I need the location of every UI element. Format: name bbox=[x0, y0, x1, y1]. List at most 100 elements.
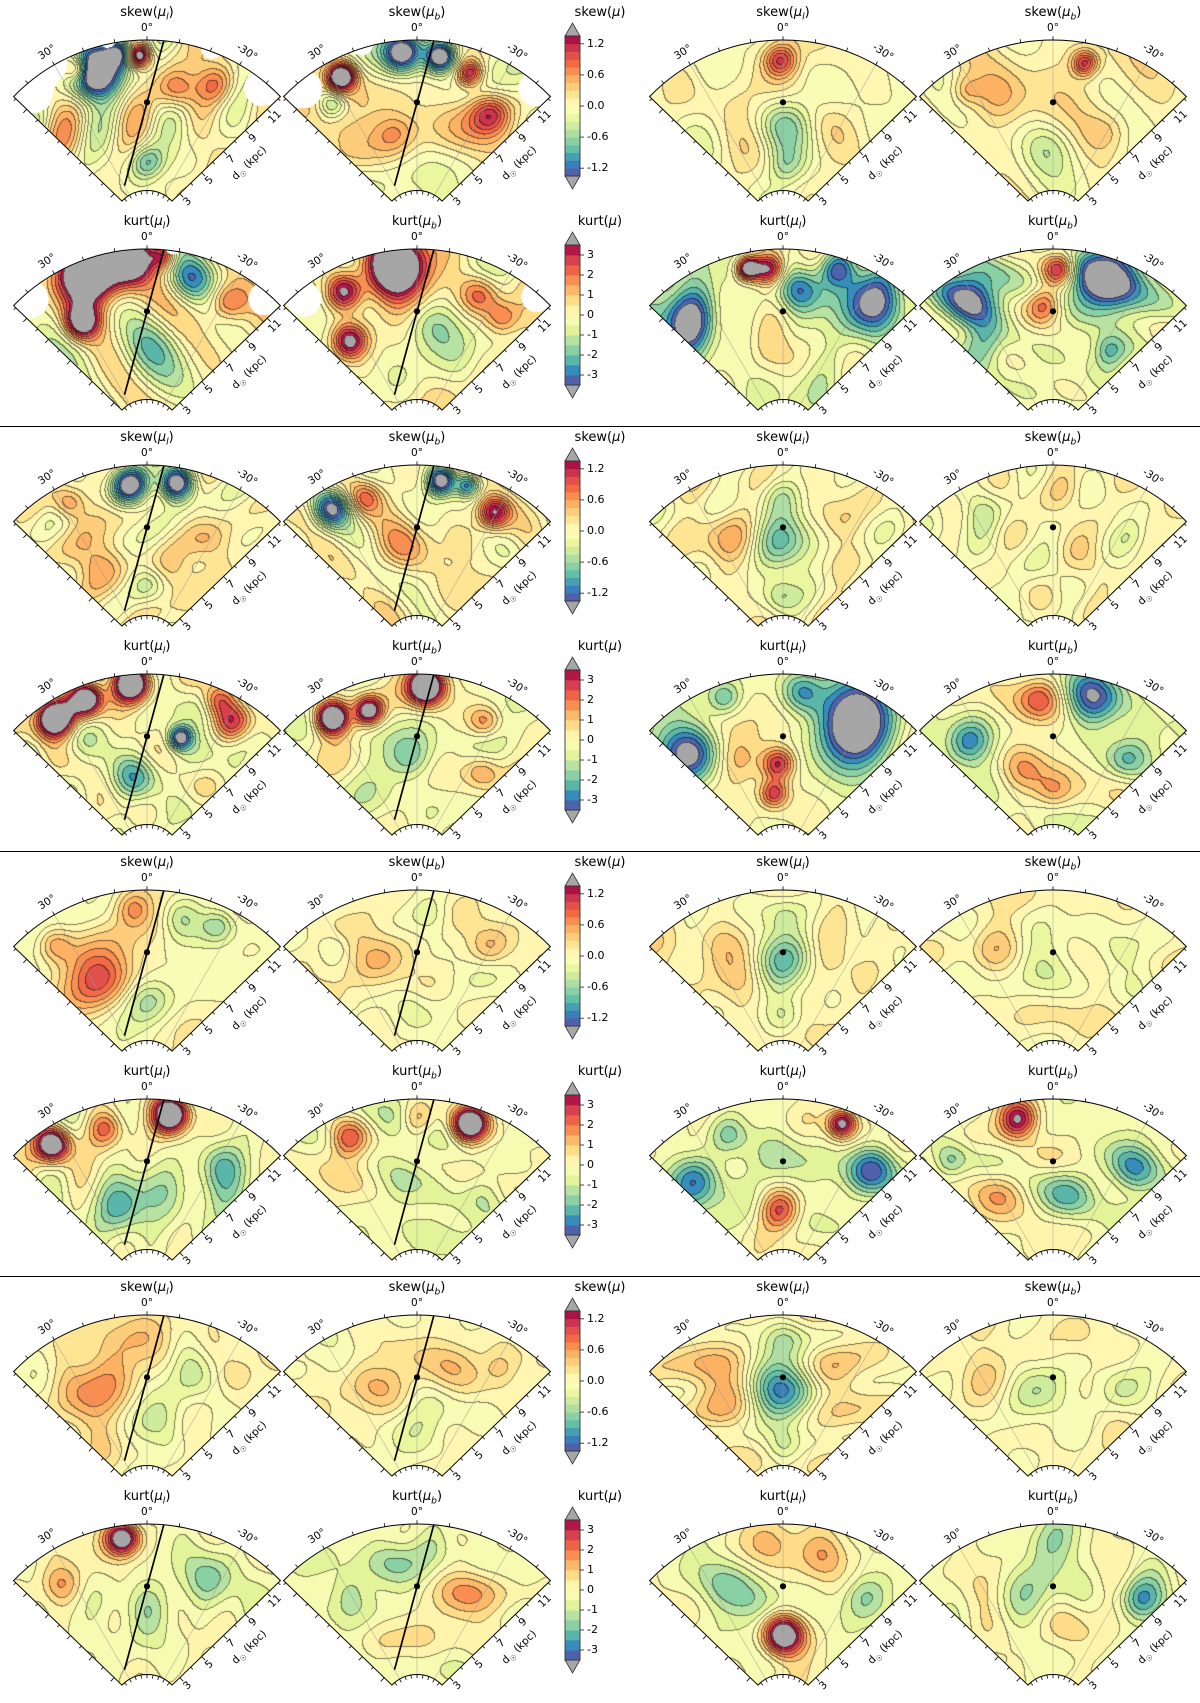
radial-tick bbox=[327, 1199, 330, 1203]
panel-title: kurt(μb) bbox=[391, 639, 443, 657]
theta-gridline bbox=[800, 1123, 877, 1255]
skew-row: skew(μl) 30° 0° -30° 3 5 7 9 11 d☉ (kpc) skew(μb) 3… bbox=[0, 5, 1200, 211]
arc-tick bbox=[1040, 192, 1043, 197]
radial-tick bbox=[994, 1231, 999, 1236]
arc-tick bbox=[129, 194, 132, 199]
arc-tick bbox=[124, 1473, 128, 1477]
radial-tick bbox=[57, 774, 60, 778]
r-tick-label: 3 bbox=[817, 620, 830, 633]
r-tick-label: 5 bbox=[839, 1449, 852, 1462]
radial-tick bbox=[941, 1394, 944, 1398]
arc-tick bbox=[399, 1678, 402, 1683]
colorbar-tick-label: 1 bbox=[587, 713, 594, 726]
radial-tick bbox=[1006, 1666, 1010, 1670]
radial-tick bbox=[736, 816, 740, 820]
r-tick-label: 9 bbox=[246, 341, 259, 354]
theta-gridline bbox=[959, 489, 1036, 621]
colorbar-band bbox=[565, 1311, 580, 1320]
radial-tick bbox=[336, 151, 341, 156]
arc-tick bbox=[1145, 911, 1148, 915]
colorbar-tick-label: 0.6 bbox=[587, 493, 605, 506]
radial-tick bbox=[100, 1457, 104, 1461]
colorbar-title: kurt(μ) bbox=[577, 639, 623, 654]
galactic-center-dot bbox=[1049, 1374, 1057, 1381]
radial-tick bbox=[702, 360, 707, 365]
arc-tick bbox=[113, 1314, 116, 1318]
colorbar-title: kurt(μ) bbox=[577, 1489, 623, 1504]
colorbar-tick-label: -0.6 bbox=[587, 555, 608, 568]
radial-tick bbox=[493, 1635, 498, 1640]
arc-tick bbox=[427, 617, 430, 622]
galactic-center-dot bbox=[779, 1158, 787, 1165]
galactic-center-dot bbox=[1049, 524, 1057, 531]
galactic-center-dot bbox=[413, 524, 421, 531]
arc-tick bbox=[1084, 1098, 1087, 1102]
radial-tick bbox=[471, 1231, 476, 1236]
fan-outline bbox=[282, 39, 552, 202]
colorbar-band bbox=[565, 1550, 580, 1561]
radial-tick bbox=[848, 586, 851, 590]
colorbar-extend-up bbox=[564, 1506, 581, 1521]
arc-tick bbox=[1019, 1098, 1022, 1102]
radial-tick bbox=[837, 597, 842, 602]
colorbar-title: skew(μ) bbox=[574, 430, 626, 445]
r-tick-label: 7 bbox=[1131, 153, 1144, 166]
colorbar-band bbox=[565, 680, 580, 691]
fan-outline bbox=[12, 673, 282, 836]
arc-tick bbox=[480, 1531, 483, 1536]
arc-tick bbox=[749, 889, 752, 893]
colorbar-band bbox=[565, 770, 580, 781]
arc-tick bbox=[436, 1048, 440, 1052]
arc-tick bbox=[776, 190, 778, 195]
radial-tick bbox=[349, 1436, 352, 1440]
radial-tick bbox=[482, 1220, 485, 1224]
radial-tick bbox=[277, 307, 281, 311]
colorbar-band bbox=[565, 51, 580, 60]
colorbar-tick-label: 1.2 bbox=[587, 37, 605, 50]
colorbar-band bbox=[565, 121, 580, 130]
radial-tick bbox=[994, 597, 999, 602]
radial-tick bbox=[23, 1384, 27, 1389]
radial-tick bbox=[283, 98, 287, 102]
radial-tick bbox=[547, 98, 551, 102]
radial-tick bbox=[336, 1210, 341, 1215]
fan-panel: skew(μl) 30° 0° -30° 3 5 7 9 11 d☉ (kpc) bbox=[648, 430, 920, 636]
colorbar-band bbox=[565, 901, 580, 910]
bar-angle-line bbox=[393, 249, 435, 395]
arc-tick bbox=[422, 399, 424, 404]
theta-gridline bbox=[164, 64, 241, 196]
galactic-center-dot bbox=[1049, 99, 1057, 106]
arc-tick bbox=[432, 1044, 435, 1049]
theta-gridline bbox=[434, 1548, 511, 1680]
radial-tick bbox=[212, 370, 215, 374]
arc-tick bbox=[448, 1314, 451, 1318]
radial-tick bbox=[223, 785, 228, 790]
r-tick-label: 7 bbox=[1131, 578, 1144, 591]
bar-angle-line bbox=[393, 40, 435, 186]
arc-tick bbox=[129, 619, 132, 624]
radial-tick bbox=[919, 523, 923, 527]
radial-tick bbox=[1016, 1677, 1021, 1682]
colorbar-band bbox=[565, 461, 580, 470]
radial-tick bbox=[649, 1373, 653, 1377]
arc-tick bbox=[901, 1564, 905, 1568]
arc-tick bbox=[152, 824, 154, 829]
theta-gridline bbox=[323, 1339, 400, 1471]
arc-tick bbox=[1035, 194, 1038, 199]
r-tick-label: 3 bbox=[181, 1470, 194, 1483]
arc-tick bbox=[399, 828, 402, 833]
colorbar-band bbox=[565, 285, 580, 296]
arc-tick bbox=[717, 1531, 720, 1536]
radial-tick bbox=[349, 586, 352, 590]
radial-tick bbox=[919, 1582, 923, 1586]
theta-gridline bbox=[164, 489, 241, 621]
arc-tick bbox=[480, 47, 483, 52]
colorbar-band bbox=[565, 492, 580, 501]
arc-tick bbox=[1030, 1048, 1034, 1052]
radial-tick bbox=[100, 607, 104, 611]
radial-tick bbox=[963, 1624, 966, 1628]
